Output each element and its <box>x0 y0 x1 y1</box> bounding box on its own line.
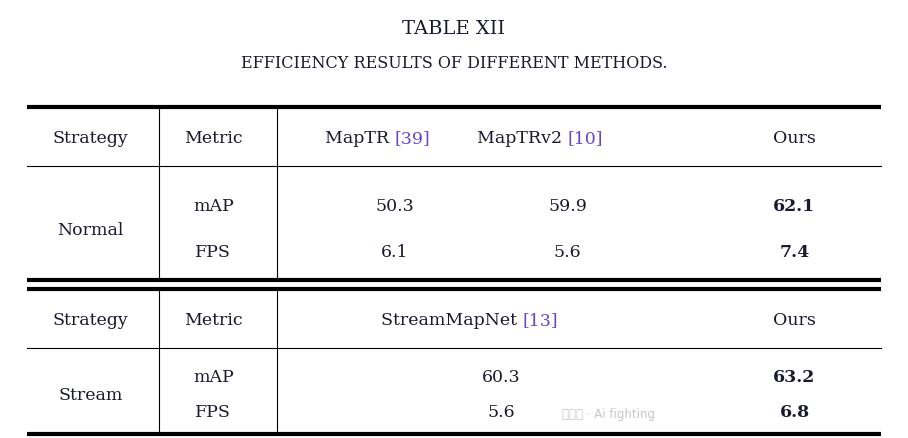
Text: Stream: Stream <box>59 386 123 403</box>
Text: 6.1: 6.1 <box>381 244 409 260</box>
Text: Ours: Ours <box>773 130 816 146</box>
Text: FPS: FPS <box>195 244 232 260</box>
Text: Strategy: Strategy <box>53 311 129 328</box>
Text: 63.2: 63.2 <box>774 368 815 385</box>
Text: Normal: Normal <box>57 222 124 238</box>
Text: FPS: FPS <box>195 403 232 420</box>
Text: Metric: Metric <box>184 311 242 328</box>
Text: 59.9: 59.9 <box>548 198 587 214</box>
Text: 6.8: 6.8 <box>779 403 810 420</box>
Text: 7.4: 7.4 <box>779 244 810 260</box>
Text: 公众号 · Ai fighting: 公众号 · Ai fighting <box>562 407 655 420</box>
Text: TABLE XII: TABLE XII <box>402 20 506 38</box>
Text: 5.6: 5.6 <box>488 403 516 420</box>
Text: EFFICIENCY RESULTS OF DIFFERENT METHODS.: EFFICIENCY RESULTS OF DIFFERENT METHODS. <box>241 55 667 72</box>
Text: Metric: Metric <box>184 130 242 146</box>
Text: mAP: mAP <box>193 198 233 214</box>
Text: 62.1: 62.1 <box>774 198 815 214</box>
Text: [39]: [39] <box>395 130 430 146</box>
Text: mAP: mAP <box>193 368 233 385</box>
Text: [13]: [13] <box>522 311 558 328</box>
Text: MapTRv2: MapTRv2 <box>477 130 568 146</box>
Text: Strategy: Strategy <box>53 130 129 146</box>
Text: 5.6: 5.6 <box>554 244 581 260</box>
Text: StreamMapNet: StreamMapNet <box>380 311 522 328</box>
Text: 50.3: 50.3 <box>376 198 414 214</box>
Text: Ours: Ours <box>773 311 816 328</box>
Text: 60.3: 60.3 <box>482 368 521 385</box>
Text: MapTR: MapTR <box>325 130 395 146</box>
Text: [10]: [10] <box>568 130 603 146</box>
